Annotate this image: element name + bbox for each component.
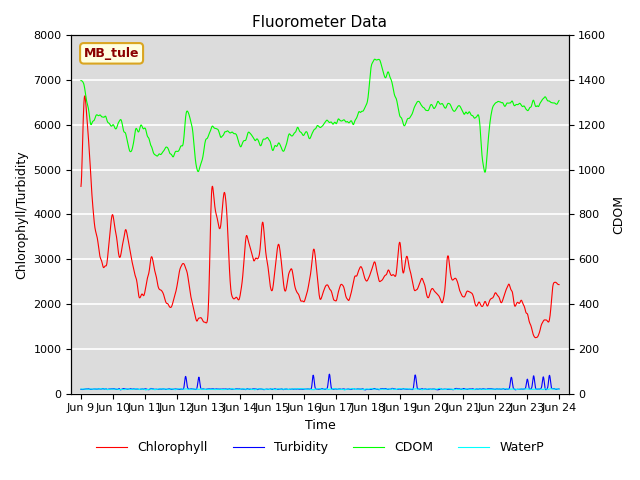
Line: Chlorophyll: Chlorophyll: [81, 96, 559, 337]
WaterP: [394, 386, 402, 392]
Turbidity: [457, 386, 465, 392]
Turbidity: [326, 371, 333, 377]
Chlorophyll: [81, 93, 88, 99]
CDOM: [172, 149, 179, 155]
WaterP: [172, 387, 179, 393]
CDOM: [184, 108, 191, 114]
Turbidity: [237, 386, 244, 392]
CDOM: [371, 56, 378, 62]
Chlorophyll: [77, 183, 85, 189]
Turbidity: [172, 386, 179, 392]
Turbidity: [184, 384, 191, 389]
Line: WaterP: WaterP: [81, 388, 559, 390]
WaterP: [555, 386, 563, 392]
CDOM: [456, 104, 464, 110]
WaterP: [237, 386, 244, 392]
CDOM: [237, 144, 244, 150]
WaterP: [457, 386, 465, 392]
Chlorophyll: [184, 272, 191, 278]
Turbidity: [555, 386, 563, 392]
Turbidity: [361, 387, 369, 393]
WaterP: [184, 386, 191, 392]
Chlorophyll: [532, 335, 540, 340]
Y-axis label: CDOM: CDOM: [612, 195, 625, 234]
Y-axis label: Chlorophyll/Turbidity: Chlorophyll/Turbidity: [15, 150, 28, 279]
WaterP: [77, 386, 85, 392]
CDOM: [77, 78, 85, 84]
WaterP: [341, 387, 349, 393]
Legend: Chlorophyll, Turbidity, CDOM, WaterP: Chlorophyll, Turbidity, CDOM, WaterP: [91, 436, 549, 459]
Turbidity: [77, 386, 85, 392]
Line: Turbidity: Turbidity: [81, 374, 559, 390]
Turbidity: [499, 386, 507, 392]
Title: Fluorometer Data: Fluorometer Data: [253, 15, 387, 30]
Line: CDOM: CDOM: [81, 59, 559, 172]
Chlorophyll: [394, 252, 402, 258]
WaterP: [436, 385, 444, 391]
Chlorophyll: [172, 288, 180, 294]
Chlorophyll: [456, 289, 464, 295]
WaterP: [499, 386, 507, 392]
Chlorophyll: [499, 298, 506, 303]
Text: MB_tule: MB_tule: [84, 47, 140, 60]
Chlorophyll: [555, 282, 563, 288]
CDOM: [394, 104, 402, 109]
CDOM: [481, 169, 489, 175]
CDOM: [555, 98, 563, 104]
Chlorophyll: [237, 287, 245, 292]
CDOM: [499, 100, 507, 106]
X-axis label: Time: Time: [305, 419, 335, 432]
Turbidity: [394, 386, 402, 392]
